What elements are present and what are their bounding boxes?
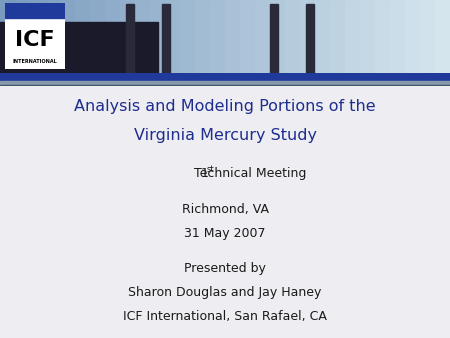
Bar: [405, 0, 420, 73]
Bar: [375, 0, 390, 73]
Bar: [306, 4, 314, 73]
Bar: [345, 0, 360, 73]
Text: Sharon Douglas and Jay Haney: Sharon Douglas and Jay Haney: [128, 286, 322, 299]
Text: Overview and Status of the Emissions Data: Overview and Status of the Emissions Dat…: [51, 70, 399, 85]
Text: 31 May 2007: 31 May 2007: [184, 227, 266, 240]
Bar: [126, 4, 134, 73]
Text: 1: 1: [201, 167, 209, 180]
Bar: [270, 0, 285, 73]
Bar: [330, 0, 345, 73]
Text: Presented by: Presented by: [184, 262, 266, 275]
Bar: [135, 0, 150, 73]
Bar: [0, 73, 450, 81]
Bar: [75, 0, 90, 73]
Bar: [30, 0, 45, 73]
Text: Richmond, VA: Richmond, VA: [181, 203, 269, 216]
Bar: [225, 0, 240, 73]
Bar: [195, 0, 210, 73]
Bar: [210, 0, 225, 73]
Bar: [435, 0, 450, 73]
Bar: [315, 0, 330, 73]
Text: st: st: [207, 165, 214, 174]
Bar: [420, 0, 435, 73]
Bar: [165, 0, 180, 73]
Bar: [270, 4, 278, 73]
Bar: [4, 3, 65, 18]
Bar: [150, 0, 165, 73]
Bar: [120, 0, 135, 73]
Bar: [360, 0, 375, 73]
Text: ICF International, San Rafael, CA: ICF International, San Rafael, CA: [123, 310, 327, 322]
Text: Analysis and Modeling Portions of the: Analysis and Modeling Portions of the: [74, 99, 376, 114]
Bar: [255, 0, 270, 73]
Bar: [0, 84, 450, 86]
Bar: [60, 0, 75, 73]
Bar: [0, 22, 158, 73]
Bar: [45, 0, 60, 73]
Text: ICF: ICF: [15, 30, 55, 50]
Bar: [0, 0, 15, 73]
Bar: [285, 0, 300, 73]
Bar: [105, 0, 120, 73]
Bar: [240, 0, 255, 73]
Bar: [390, 0, 405, 73]
Bar: [0, 81, 450, 84]
Bar: [162, 4, 170, 73]
Text: INTERNATIONAL: INTERNATIONAL: [13, 59, 57, 64]
Bar: [180, 0, 195, 73]
Bar: [300, 0, 315, 73]
Text: Technical Meeting: Technical Meeting: [194, 167, 306, 180]
Bar: [90, 0, 105, 73]
Bar: [15, 0, 30, 73]
Text: Virginia Mercury Study: Virginia Mercury Study: [134, 128, 316, 143]
